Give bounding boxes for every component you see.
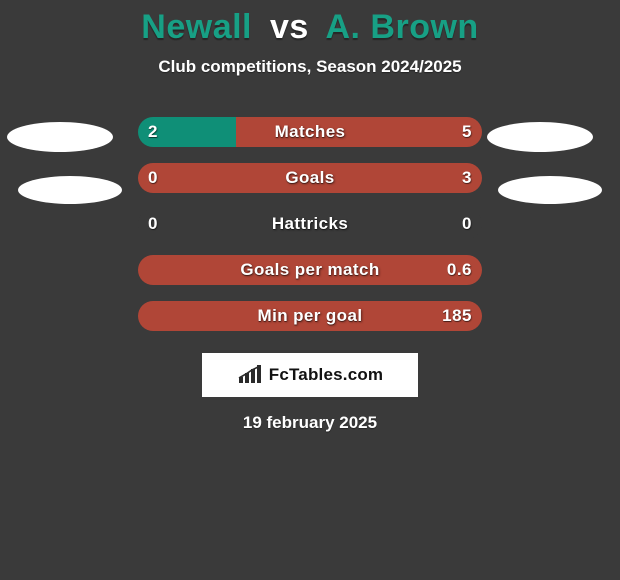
title: Newall vs A. Brown <box>0 0 620 47</box>
bars-icon <box>237 365 263 385</box>
bar-right <box>138 301 482 331</box>
stat-value-left: 2 <box>148 117 158 147</box>
bar-track <box>138 301 482 331</box>
player2-name: A. Brown <box>325 8 478 46</box>
bar-right <box>236 117 482 147</box>
player1-name: Newall <box>141 8 252 46</box>
comparison-card: Newall vs A. Brown Club competitions, Se… <box>0 0 620 580</box>
bar-track <box>138 255 482 285</box>
stat-value-right: 5 <box>462 117 472 147</box>
stat-row: 00Hattricks <box>0 201 620 247</box>
stat-value-right: 3 <box>462 163 472 193</box>
stat-value-left: 0 <box>148 209 158 239</box>
vs-label: vs <box>270 8 309 46</box>
bar-right <box>138 255 482 285</box>
bar-track <box>138 117 482 147</box>
stat-value-right: 0 <box>462 209 472 239</box>
stat-value-right: 0.6 <box>447 255 472 285</box>
stat-value-left: 0 <box>148 163 158 193</box>
bar-right <box>138 163 482 193</box>
stat-value-right: 185 <box>442 301 472 331</box>
stat-row: 0.6Goals per match <box>0 247 620 293</box>
bar-track <box>138 163 482 193</box>
badge-placeholder <box>18 176 122 204</box>
stat-row: 185Min per goal <box>0 293 620 339</box>
badge-placeholder <box>487 122 593 152</box>
bar-track <box>138 209 482 239</box>
badge-placeholder <box>498 176 602 204</box>
datestamp: 19 february 2025 <box>0 413 620 433</box>
attribution-badge: FcTables.com <box>202 353 418 397</box>
attribution-text: FcTables.com <box>269 365 384 385</box>
subtitle: Club competitions, Season 2024/2025 <box>0 57 620 77</box>
badge-placeholder <box>7 122 113 152</box>
